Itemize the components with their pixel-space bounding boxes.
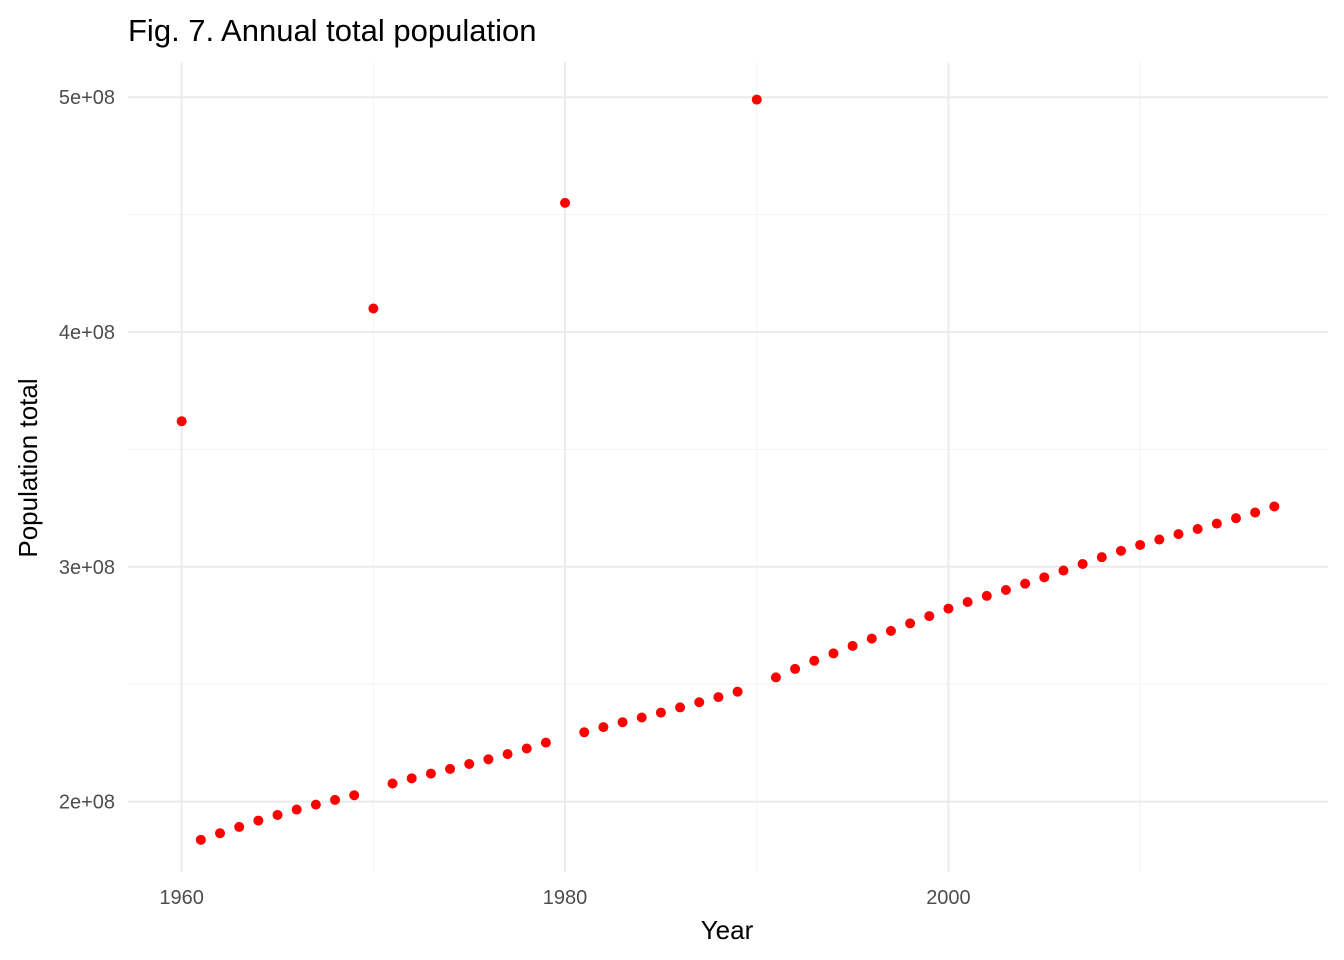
y-axis-ticks: 2e+08 3e+08 4e+08 5e+08 [59, 87, 115, 813]
data-point [560, 197, 571, 208]
data-point [866, 633, 877, 644]
data-point [1269, 501, 1280, 512]
data-point [847, 640, 858, 651]
data-point [176, 416, 187, 427]
data-point [387, 778, 398, 789]
data-point [464, 759, 475, 769]
data-point [1020, 578, 1031, 589]
data-point [655, 707, 666, 718]
data-point [540, 737, 551, 748]
data-point [770, 672, 781, 683]
x-tick-label: 1980 [543, 887, 588, 909]
x-tick-label: 1960 [159, 887, 204, 909]
data-point [1096, 552, 1107, 563]
data-point [445, 763, 456, 774]
data-point [330, 794, 341, 805]
data-point [885, 625, 896, 636]
y-tick-label: 5e+08 [59, 87, 115, 109]
grid-lines [128, 62, 1328, 872]
data-point [732, 686, 743, 697]
data-point [1135, 539, 1146, 550]
data-point [981, 590, 992, 601]
data-point [1250, 507, 1261, 518]
data-point [406, 773, 417, 784]
data-point [905, 618, 916, 629]
data-point [349, 790, 360, 801]
data-point [675, 702, 686, 713]
data-point [1058, 565, 1069, 576]
data-point [751, 94, 762, 105]
data-point [215, 828, 226, 839]
data-point [828, 648, 839, 659]
x-tick-label: 2000 [926, 887, 971, 909]
data-point [291, 804, 302, 815]
y-tick-label: 3e+08 [59, 557, 115, 579]
data-point [636, 712, 647, 723]
data-point [924, 611, 935, 622]
data-point [1230, 513, 1241, 524]
data-point [579, 727, 590, 738]
data-point [502, 749, 513, 760]
data-point [617, 717, 628, 728]
chart-title: Fig. 7. Annual total population [128, 13, 536, 48]
data-point [1000, 585, 1011, 596]
x-axis-title: Year [701, 915, 754, 945]
data-point [195, 834, 206, 845]
data-point [1154, 534, 1165, 545]
data-point [234, 821, 245, 832]
data-point [253, 815, 264, 826]
data-point [425, 768, 436, 779]
data-point [1173, 529, 1184, 540]
data-point [272, 809, 283, 820]
data-point [1039, 572, 1050, 583]
y-tick-label: 4e+08 [59, 322, 115, 344]
data-point [943, 603, 954, 614]
data-points [176, 94, 1280, 845]
data-point [483, 754, 494, 765]
data-point [962, 597, 973, 607]
data-point [809, 655, 820, 666]
data-point [310, 799, 321, 810]
data-point [790, 663, 801, 674]
data-point [1211, 518, 1222, 529]
data-point [368, 303, 379, 314]
data-point [521, 743, 532, 754]
data-point [694, 697, 705, 708]
y-axis-title: Population total [13, 378, 43, 557]
x-axis-ticks: 1960 1980 2000 [159, 887, 970, 909]
data-point [1115, 545, 1126, 556]
data-point [1192, 523, 1203, 534]
y-tick-label: 2e+08 [59, 792, 115, 814]
data-point [713, 692, 724, 703]
data-point [598, 722, 609, 733]
data-point [1077, 558, 1088, 569]
